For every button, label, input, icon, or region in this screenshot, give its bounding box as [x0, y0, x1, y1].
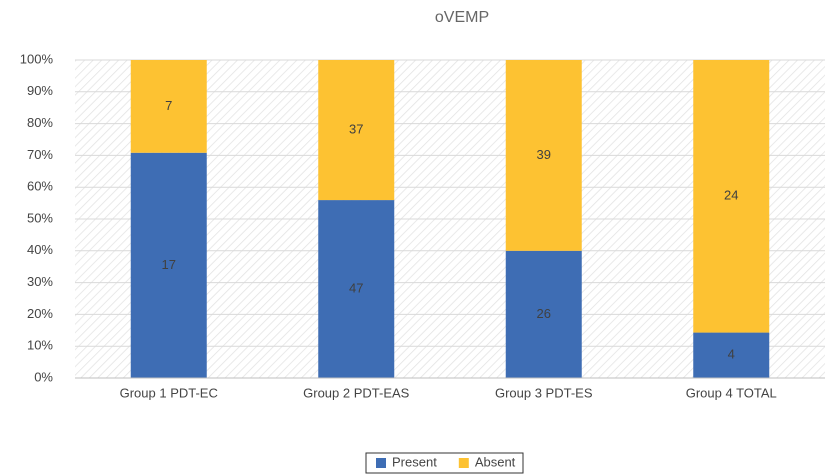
bar-segment	[505, 60, 582, 251]
bar-segment	[505, 250, 582, 378]
x-tick-label: Group 1 PDT-EC	[120, 385, 218, 400]
legend-label: Present	[392, 454, 437, 469]
bar-segment	[130, 152, 207, 378]
data-label: 7	[165, 98, 172, 113]
data-label: 39	[537, 147, 551, 162]
data-label: 47	[349, 280, 363, 295]
y-tick-label: 40%	[27, 242, 53, 257]
bar-segment	[318, 60, 395, 201]
y-tick-label: 10%	[27, 338, 53, 353]
bar-segment	[130, 60, 207, 153]
data-label: 24	[724, 188, 738, 203]
y-tick-label: 80%	[27, 115, 53, 130]
x-tick-label: Group 4 TOTAL	[686, 385, 777, 400]
y-tick-label: 0%	[34, 369, 53, 384]
data-label: 4	[728, 347, 735, 362]
y-tick-label: 20%	[27, 306, 53, 321]
x-tick-label: Group 2 PDT-EAS	[303, 385, 410, 400]
legend-label: Absent	[475, 454, 516, 469]
bar-segment	[693, 60, 770, 333]
data-label: 26	[537, 306, 551, 321]
y-tick-label: 100%	[20, 51, 54, 66]
legend-swatch	[458, 458, 469, 468]
chart-title: oVEMP	[435, 9, 489, 26]
bar-segment	[318, 200, 395, 378]
data-label: 37	[349, 121, 363, 136]
y-tick-label: 50%	[27, 210, 53, 225]
legend-swatch	[376, 458, 386, 468]
bar-segment	[693, 332, 770, 378]
x-tick-label: Group 3 PDT-ES	[495, 385, 593, 400]
y-tick-label: 60%	[27, 179, 53, 194]
y-tick-label: 30%	[27, 274, 53, 289]
data-label: 17	[162, 257, 176, 272]
legend-box	[365, 452, 524, 474]
y-tick-label: 90%	[27, 83, 53, 98]
y-tick-label: 70%	[27, 147, 53, 162]
